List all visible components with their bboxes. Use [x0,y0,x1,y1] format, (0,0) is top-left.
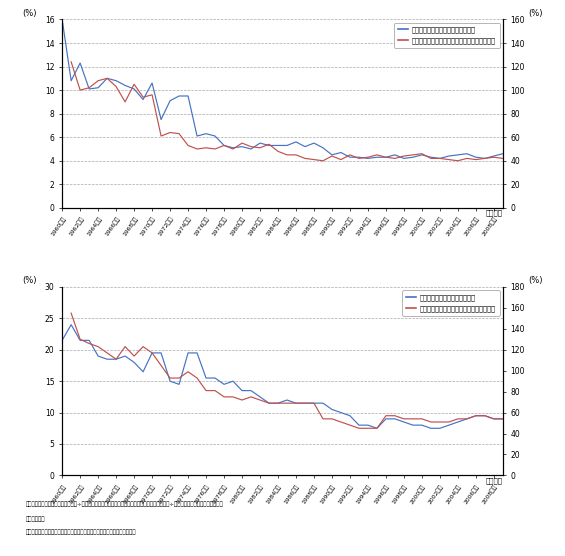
Text: (%): (%) [23,276,37,285]
Text: （年度）: （年度） [486,477,503,484]
Text: 資料：財務省「法人企業統計調査」年次別調査（各年度データ）から作成。: 資料：財務省「法人企業統計調査」年次別調査（各年度データ）から作成。 [25,529,136,535]
Text: 備考：在庫率＝棚卸資産（当期末）÷売上高（当期末）、在庫・販管費比率＝棚卸資産（当期末）÷販売費及び一般管理費（当期末）: 備考：在庫率＝棚卸資産（当期末）÷売上高（当期末）、在庫・販管費比率＝棚卸資産（… [25,502,223,507]
Text: (%): (%) [528,8,542,18]
Text: （年度）: （年度） [486,210,503,216]
Text: (%): (%) [528,276,542,285]
Text: (%): (%) [23,8,37,18]
Legend: 在庫率（電気機械器具）：左軸, 在庫・販管費比率（電気機械器具）：右軸: 在庫率（電気機械器具）：左軸, 在庫・販管費比率（電気機械器具）：右軸 [402,290,499,316]
Legend: 在庫率（自動車・同附属品）：左軸, 在庫・販管費比率（自動車・同附属品）：右軸: 在庫率（自動車・同附属品）：左軸, 在庫・販管費比率（自動車・同附属品）：右軸 [394,23,499,48]
Text: としている。: としている。 [25,516,45,522]
